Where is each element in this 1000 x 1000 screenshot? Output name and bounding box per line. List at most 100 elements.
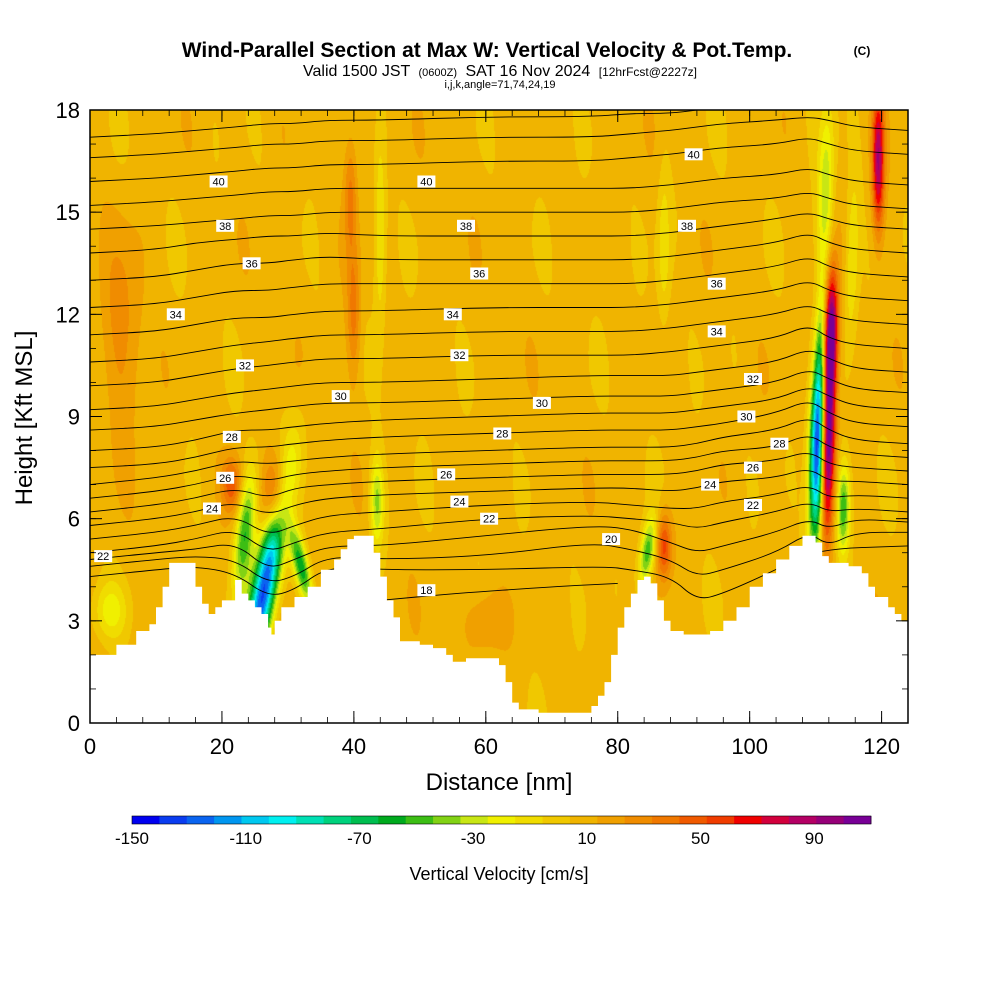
y-axis-label: Height [Kft MSL] bbox=[11, 331, 38, 506]
chart-title: Wind-Parallel Section at Max W: Vertical… bbox=[182, 39, 793, 62]
colorbar: -150 -110 -70 -30 10 50 90 bbox=[115, 815, 872, 848]
colorbar-swatch bbox=[433, 816, 461, 824]
isentrope-label: 40 bbox=[417, 175, 436, 189]
isentrope-label-text: 32 bbox=[453, 350, 465, 362]
valid-time: Valid 1500 JST bbox=[303, 63, 411, 80]
isentrope-label-text: 26 bbox=[440, 469, 452, 481]
isentrope-label-text: 40 bbox=[212, 177, 224, 189]
colorbar-tick-label: -150 bbox=[115, 829, 149, 848]
isentrope-label: 22 bbox=[94, 550, 113, 563]
isentrope-label-text: 36 bbox=[711, 279, 723, 291]
colorbar-swatch bbox=[734, 816, 762, 824]
isentrope-label: 40 bbox=[209, 175, 228, 189]
isentrope-label: 38 bbox=[678, 219, 696, 233]
isentrope-label: 22 bbox=[744, 499, 762, 512]
y-tick-label: 0 bbox=[68, 711, 80, 736]
isentrope-label: 38 bbox=[216, 219, 235, 233]
terrain bbox=[90, 535, 908, 723]
isentrope-label: 18 bbox=[417, 584, 436, 597]
isentrope-label: 26 bbox=[216, 471, 235, 485]
isentrope-label-text: 38 bbox=[460, 221, 472, 233]
isentrope-label-bg bbox=[203, 502, 221, 515]
isentrope-label-text: 34 bbox=[711, 326, 723, 338]
isentrope-label: 34 bbox=[166, 308, 185, 321]
isentrope-label: 30 bbox=[331, 390, 350, 403]
x-tick-label: 80 bbox=[605, 734, 629, 759]
isentrope-label-text: 36 bbox=[473, 269, 485, 281]
isentrope-label-bg bbox=[707, 277, 726, 290]
x-axis: 0 20 40 60 80 100 120 bbox=[84, 110, 909, 759]
potential-temperature-contours bbox=[90, 110, 908, 601]
isentrope-label: 38 bbox=[457, 219, 475, 233]
isentrope-42 bbox=[90, 110, 697, 138]
colorbar-swatch bbox=[624, 816, 653, 824]
isentrope-label-text: 32 bbox=[239, 360, 251, 372]
isentrope-label-bg bbox=[209, 175, 228, 188]
isentrope-label-bg bbox=[417, 175, 436, 188]
x-tick-label: 60 bbox=[474, 734, 498, 759]
isentrope-label-bg bbox=[450, 349, 469, 362]
isentrope-label-bg bbox=[707, 325, 726, 338]
isentrope-label-bg bbox=[737, 410, 756, 423]
isentrope-label-bg bbox=[242, 257, 261, 270]
isentrope-label-text: 38 bbox=[219, 221, 231, 233]
isentrope-label: 28 bbox=[222, 430, 241, 444]
isentrope-label-text: 24 bbox=[704, 480, 716, 492]
isentrope-label: 36 bbox=[242, 257, 261, 270]
isentrope-label-bg bbox=[236, 359, 254, 372]
colorbar-swatch bbox=[487, 816, 516, 824]
isentrope-label: 34 bbox=[707, 325, 726, 338]
isentrope-25 bbox=[90, 453, 908, 513]
colorbar-swatch bbox=[323, 816, 352, 824]
y-tick-label: 12 bbox=[56, 302, 80, 327]
colorbar-tick-label: -70 bbox=[347, 829, 372, 848]
valid-utc: (0600Z) bbox=[418, 67, 457, 79]
valid-date: SAT 16 Nov 2024 bbox=[465, 63, 590, 80]
isentrope-label-text: 34 bbox=[170, 309, 182, 321]
isentrope-label-bg bbox=[744, 373, 762, 385]
isentrope-35 bbox=[90, 258, 908, 308]
isentrope-label-text: 26 bbox=[219, 473, 231, 485]
chart-subtitle: Valid 1500 JST (0600Z) SAT 16 Nov 2024 [… bbox=[303, 63, 697, 80]
grid-indices: i,j,k,angle=71,74,24,19 bbox=[444, 79, 555, 91]
x-tick-label: 40 bbox=[342, 734, 366, 759]
isentrope-26 bbox=[90, 436, 908, 499]
isentrope-label-bg bbox=[216, 219, 235, 232]
isentrope-40 bbox=[90, 138, 908, 182]
isentrope-label-bg bbox=[470, 267, 489, 280]
isentrope-18 bbox=[380, 582, 618, 601]
isentrope-label-text: 38 bbox=[681, 221, 693, 233]
isentrope-label: 24 bbox=[701, 478, 720, 492]
isentrope-label: 22 bbox=[480, 512, 499, 526]
colorbar-swatch bbox=[679, 816, 708, 824]
isentrope-label-text: 30 bbox=[740, 412, 752, 424]
x-axis-label: Distance [nm] bbox=[426, 769, 573, 796]
isentrope-label-bg bbox=[331, 390, 350, 403]
isentrope-27 bbox=[90, 419, 908, 486]
isentrope-label-bg bbox=[744, 461, 762, 474]
isentrope-label: 28 bbox=[770, 437, 789, 451]
isentrope-label-text: 36 bbox=[245, 258, 257, 270]
isentrope-label: 34 bbox=[443, 308, 462, 321]
isentrope-label-text: 32 bbox=[747, 374, 759, 386]
colorbar-tick-label: -110 bbox=[229, 829, 262, 848]
y-tick-label: 6 bbox=[68, 507, 80, 532]
isentrope-29 bbox=[90, 388, 908, 452]
isentrope-label-bg bbox=[94, 550, 113, 563]
x-tick-label: 20 bbox=[210, 734, 234, 759]
isentrope-label-bg bbox=[701, 478, 720, 491]
colorbar-tick-label: 10 bbox=[577, 829, 596, 848]
isentrope-label-bg bbox=[166, 308, 185, 321]
isentrope-label: 26 bbox=[744, 461, 762, 475]
colorbar-swatch bbox=[132, 816, 160, 824]
isentrope-32 bbox=[90, 327, 908, 387]
isentrope-label: 30 bbox=[737, 410, 756, 424]
isentrope-label-text: 30 bbox=[335, 391, 347, 403]
colorbar-swatch bbox=[761, 816, 790, 824]
x-tick-label: 0 bbox=[84, 734, 96, 759]
plot-area: 22 34 40 38 36 32 28 26 24 30 40 38 36 34 32 26 24 22 28 30… bbox=[90, 110, 908, 723]
y-tick-label: 3 bbox=[68, 609, 80, 634]
colorbar-swatch bbox=[350, 816, 379, 824]
